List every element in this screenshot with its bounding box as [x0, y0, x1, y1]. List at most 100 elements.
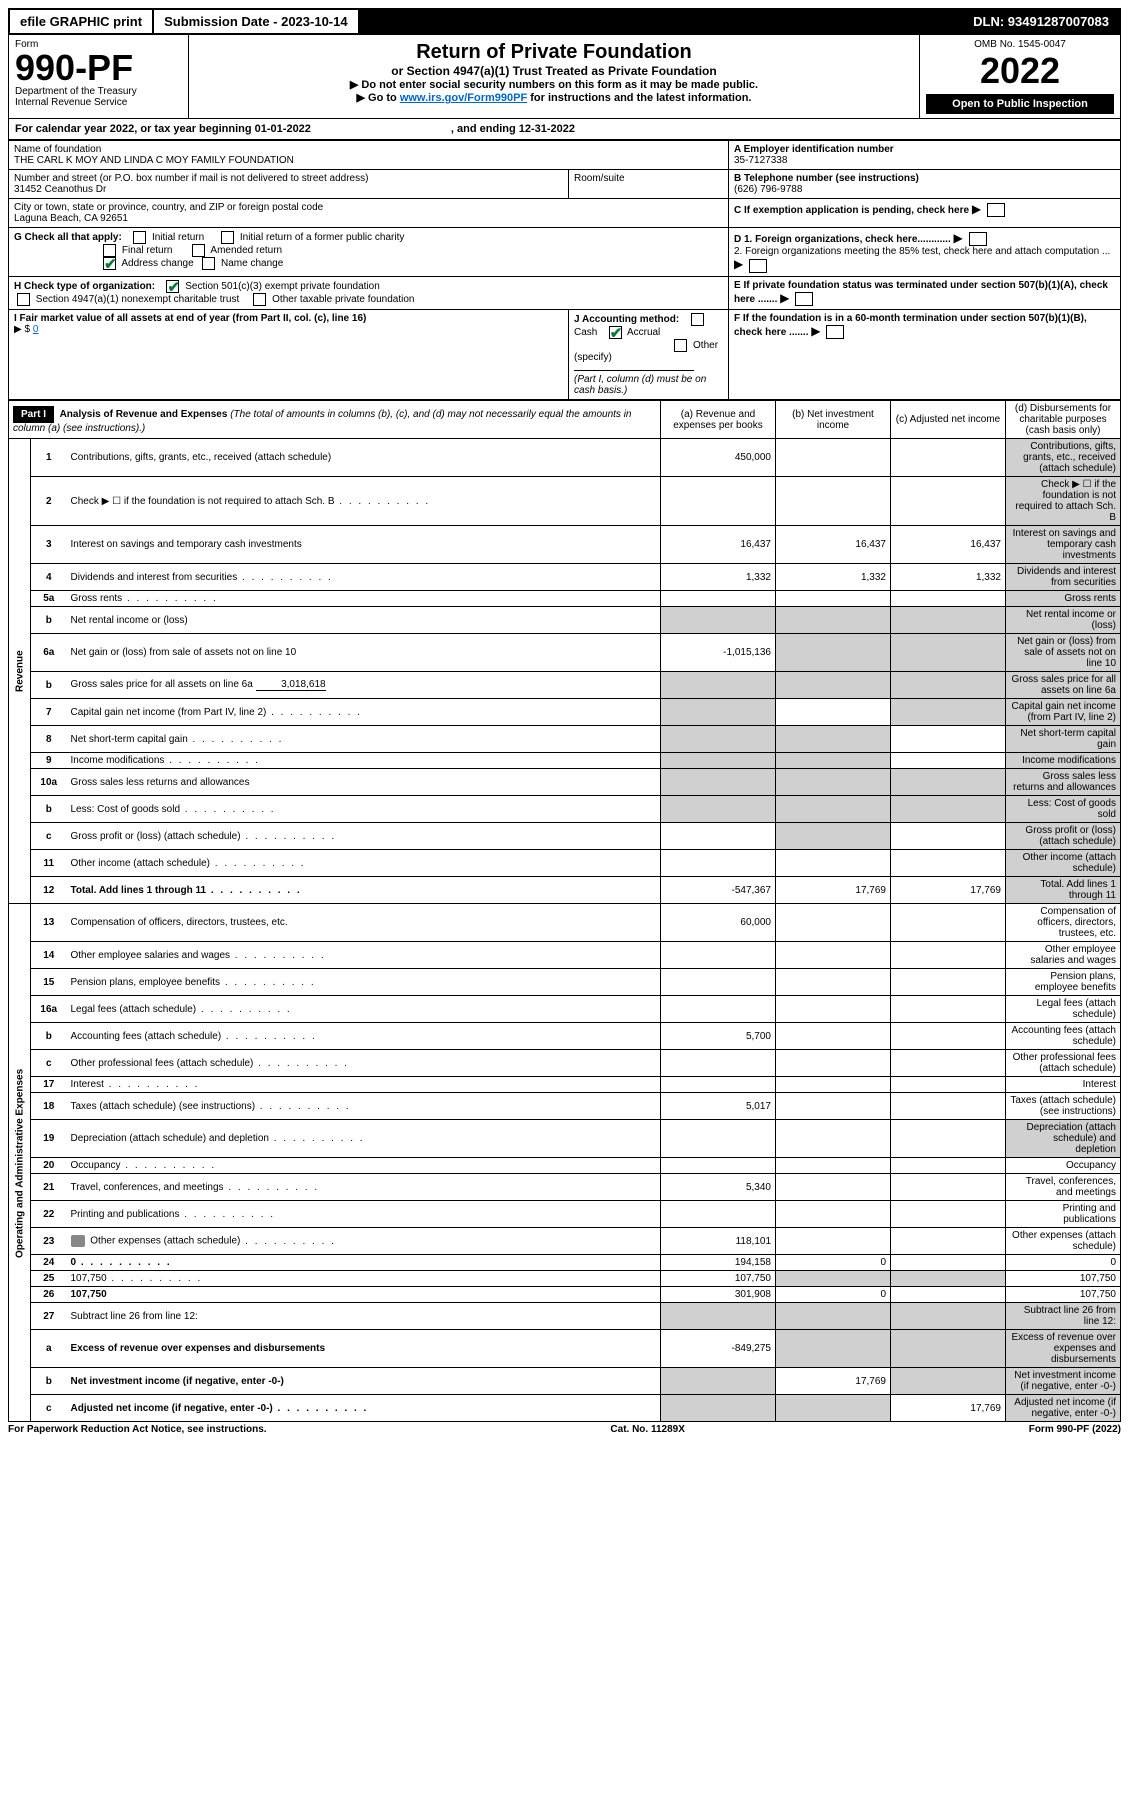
instr2-pre: ▶ Go to [357, 92, 400, 104]
cell-11-c [891, 850, 1006, 877]
lineno-14: 14 [31, 942, 67, 969]
cell-7-d: Capital gain net income (from Part IV, l… [1006, 699, 1121, 726]
cb-accrual[interactable] [609, 326, 622, 339]
desc-c: Gross profit or (loss) (attach schedule) [67, 823, 661, 850]
checkbox-c[interactable] [987, 203, 1005, 217]
cell-20-a [661, 1158, 776, 1174]
cell-b-c [891, 796, 1006, 823]
footer: For Paperwork Reduction Act Notice, see … [8, 1424, 1121, 1435]
lineno-26: 26 [31, 1287, 67, 1303]
form990pf-link[interactable]: www.irs.gov/Form990PF [400, 92, 527, 104]
top-bar: efile GRAPHIC print Submission Date - 20… [8, 8, 1121, 35]
cell-14-b [776, 942, 891, 969]
checkbox-d2[interactable] [749, 259, 767, 273]
side-revenue: Revenue [9, 439, 31, 904]
cell-15-b [776, 969, 891, 996]
cb-initial-former[interactable] [221, 231, 234, 244]
cell-21-a: 5,340 [661, 1174, 776, 1201]
cb-initial[interactable] [133, 231, 146, 244]
lineno-10a: 10a [31, 769, 67, 796]
ein-label: A Employer identification number [734, 144, 1115, 155]
cell-14-d: Other employee salaries and wages [1006, 942, 1121, 969]
cell-26-a: 301,908 [661, 1287, 776, 1303]
h-501c3: Section 501(c)(3) exempt private foundat… [185, 281, 380, 292]
cell-3-d: Interest on savings and temporary cash i… [1006, 526, 1121, 564]
lineno-6a: 6a [31, 634, 67, 672]
lineno-b: b [31, 607, 67, 634]
cell-21-c [891, 1174, 1006, 1201]
cell-3-a: 16,437 [661, 526, 776, 564]
lineno-b: b [31, 1368, 67, 1395]
lineno-13: 13 [31, 904, 67, 942]
cell-b-c [891, 1368, 1006, 1395]
i-label: I Fair market value of all assets at end… [14, 313, 366, 324]
cell-b-d: Net rental income or (loss) [1006, 607, 1121, 634]
lineno-1: 1 [31, 439, 67, 477]
desc-2: Check ▶ ☐ if the foundation is not requi… [67, 477, 661, 526]
cb-address[interactable] [103, 257, 116, 270]
cell-26-b: 0 [776, 1287, 891, 1303]
cell-8-d: Net short-term capital gain [1006, 726, 1121, 753]
box-c: C If exemption application is pending, c… [734, 205, 969, 216]
desc-b: Net investment income (if negative, ente… [67, 1368, 661, 1395]
name-label: Name of foundation [14, 144, 723, 155]
cell-b-a [661, 1368, 776, 1395]
cb-cash[interactable] [691, 313, 704, 326]
cell-24-b: 0 [776, 1255, 891, 1271]
checkbox-f[interactable] [826, 325, 844, 339]
cb-amended[interactable] [192, 244, 205, 257]
cell-c-c: 17,769 [891, 1395, 1006, 1422]
cell-a-c [891, 1330, 1006, 1368]
lineno-11: 11 [31, 850, 67, 877]
form-number: 990-PF [15, 50, 182, 86]
cell-8-c [891, 726, 1006, 753]
i-value[interactable]: 0 [33, 324, 39, 335]
g-initial-former: Initial return of a former public charit… [240, 232, 405, 243]
cell-27-d: Subtract line 26 from line 12: [1006, 1303, 1121, 1330]
j-other: Other (specify) [574, 340, 718, 363]
room-label: Room/suite [574, 173, 723, 184]
city-value: Laguna Beach, CA 92651 [14, 213, 723, 224]
cell-26-d: 107,750 [1006, 1287, 1121, 1303]
cb-other[interactable] [674, 339, 687, 352]
desc-c: Adjusted net income (if negative, enter … [67, 1395, 661, 1422]
footer-right: Form 990-PF (2022) [1029, 1424, 1121, 1435]
cell-24-d: 0 [1006, 1255, 1121, 1271]
checkbox-d1[interactable] [969, 232, 987, 246]
cell-5a-d: Gross rents [1006, 591, 1121, 607]
cell-b-a: 5,700 [661, 1023, 776, 1050]
cb-name[interactable] [202, 257, 215, 270]
cell-c-d: Gross profit or (loss) (attach schedule) [1006, 823, 1121, 850]
lineno-19: 19 [31, 1120, 67, 1158]
cell-22-b [776, 1201, 891, 1228]
cell-b-c [891, 607, 1006, 634]
lineno-7: 7 [31, 699, 67, 726]
cell-a-a: -849,275 [661, 1330, 776, 1368]
cell-c-a [661, 1050, 776, 1077]
cell-b-d: Net investment income (if negative, ente… [1006, 1368, 1121, 1395]
cell-22-a [661, 1201, 776, 1228]
desc-27: Subtract line 26 from line 12: [67, 1303, 661, 1330]
desc-24: 0 [67, 1255, 661, 1271]
calendar-begin: For calendar year 2022, or tax year begi… [15, 123, 311, 135]
cell-17-b [776, 1077, 891, 1093]
cell-c-d: Other professional fees (attach schedule… [1006, 1050, 1121, 1077]
checkbox-e[interactable] [795, 292, 813, 306]
addr-label: Number and street (or P.O. box number if… [14, 173, 563, 184]
cell-2-b [776, 477, 891, 526]
cell-4-a: 1,332 [661, 564, 776, 591]
cell-12-a: -547,367 [661, 877, 776, 904]
cb-other-tax[interactable] [253, 293, 266, 306]
form-header: Form 990-PF Department of the Treasury I… [8, 35, 1121, 119]
lineno-5a: 5a [31, 591, 67, 607]
cb-501c3[interactable] [166, 280, 179, 293]
col-c: (c) Adjusted net income [891, 401, 1006, 439]
desc-17: Interest [67, 1077, 661, 1093]
cell-25-c [891, 1271, 1006, 1287]
desc-21: Travel, conferences, and meetings [67, 1174, 661, 1201]
open-public: Open to Public Inspection [926, 94, 1114, 114]
cell-11-a [661, 850, 776, 877]
identity-block: Name of foundation THE CARL K MOY AND LI… [8, 140, 1121, 400]
cb-4947[interactable] [17, 293, 30, 306]
box-f: F If the foundation is in a 60-month ter… [734, 313, 1087, 338]
